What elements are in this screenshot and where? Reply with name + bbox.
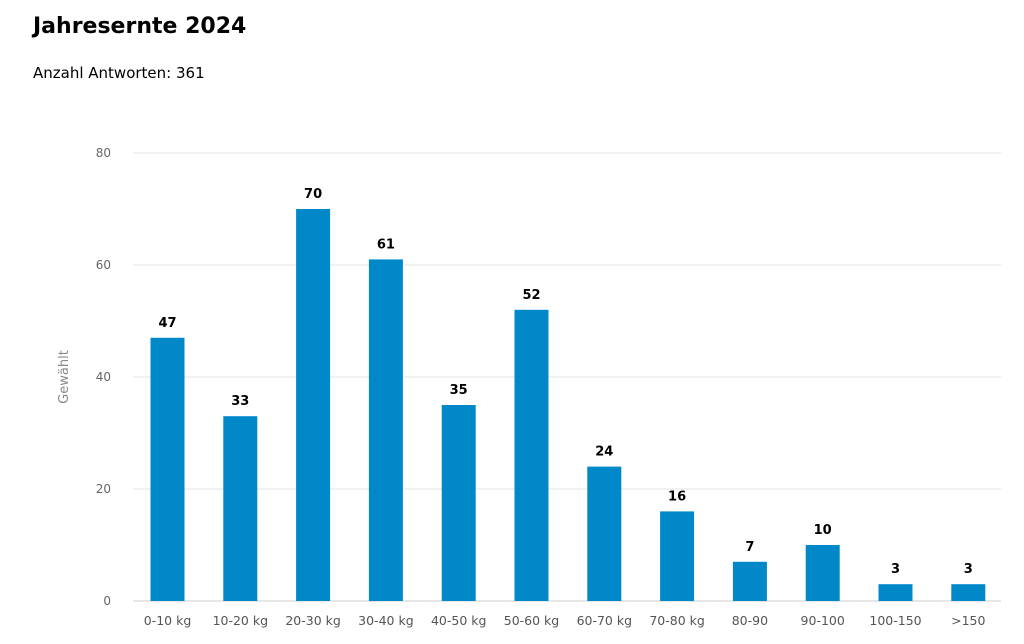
bar-value-label: 47 [158, 316, 176, 331]
x-category-label: 10-20 kg [213, 613, 268, 628]
y-tick-label: 60 [96, 258, 111, 272]
x-category-label: 20-30 kg [285, 613, 340, 628]
bar [660, 511, 695, 601]
x-category-label: 100-150 [869, 613, 921, 628]
x-category-label: 50-60 kg [504, 613, 559, 628]
y-tick-label: 0 [103, 594, 111, 608]
bar [441, 405, 476, 601]
bar [587, 466, 622, 601]
x-category-label: 60-70 kg [577, 613, 632, 628]
bar-value-label: 16 [668, 489, 686, 504]
y-axis-title: Gewählt [57, 350, 72, 404]
bar [296, 209, 331, 601]
x-category-label: >150 [951, 613, 985, 628]
bar [514, 309, 549, 601]
x-category-label: 80-90 [732, 613, 768, 628]
bar [732, 561, 767, 601]
bar [368, 259, 403, 601]
bar-value-label: 52 [522, 288, 540, 303]
bar-value-label: 10 [814, 523, 832, 538]
bar-value-label: 35 [450, 383, 468, 398]
bar-value-label: 24 [595, 445, 613, 460]
bar-value-label: 3 [964, 562, 973, 577]
x-axis-categories: 0-10 kg 10-20 kg 20-30 kg 30-40 kg 40-50 kg 5… [144, 613, 986, 628]
x-category-label: 90-100 [801, 613, 845, 628]
y-tick-label: 80 [96, 146, 111, 160]
bar-value-label: 33 [231, 394, 249, 409]
bars [150, 209, 986, 601]
x-category-label: 70-80 kg [649, 613, 704, 628]
bar-value-label: 7 [745, 540, 754, 555]
y-tick-label: 40 [96, 370, 111, 384]
bar-value-label: 3 [891, 562, 900, 577]
chart-subtitle: Anzahl Antworten: 361 [33, 64, 205, 82]
y-tick-label: 20 [96, 482, 111, 496]
bar [150, 337, 185, 601]
x-category-label: 40-50 kg [431, 613, 486, 628]
gridlines [133, 152, 1001, 602]
bar [805, 545, 840, 601]
chart-title: Jahresernte 2024 [33, 14, 247, 39]
y-axis-ticks: 0 20 40 60 80 [96, 146, 111, 608]
bar [878, 584, 913, 601]
x-category-label: 0-10 kg [144, 613, 192, 628]
bar [223, 416, 258, 601]
bar-value-label: 70 [304, 187, 322, 202]
bar-value-label: 61 [377, 237, 395, 252]
x-category-label: 30-40 kg [358, 613, 413, 628]
bar [951, 584, 986, 601]
